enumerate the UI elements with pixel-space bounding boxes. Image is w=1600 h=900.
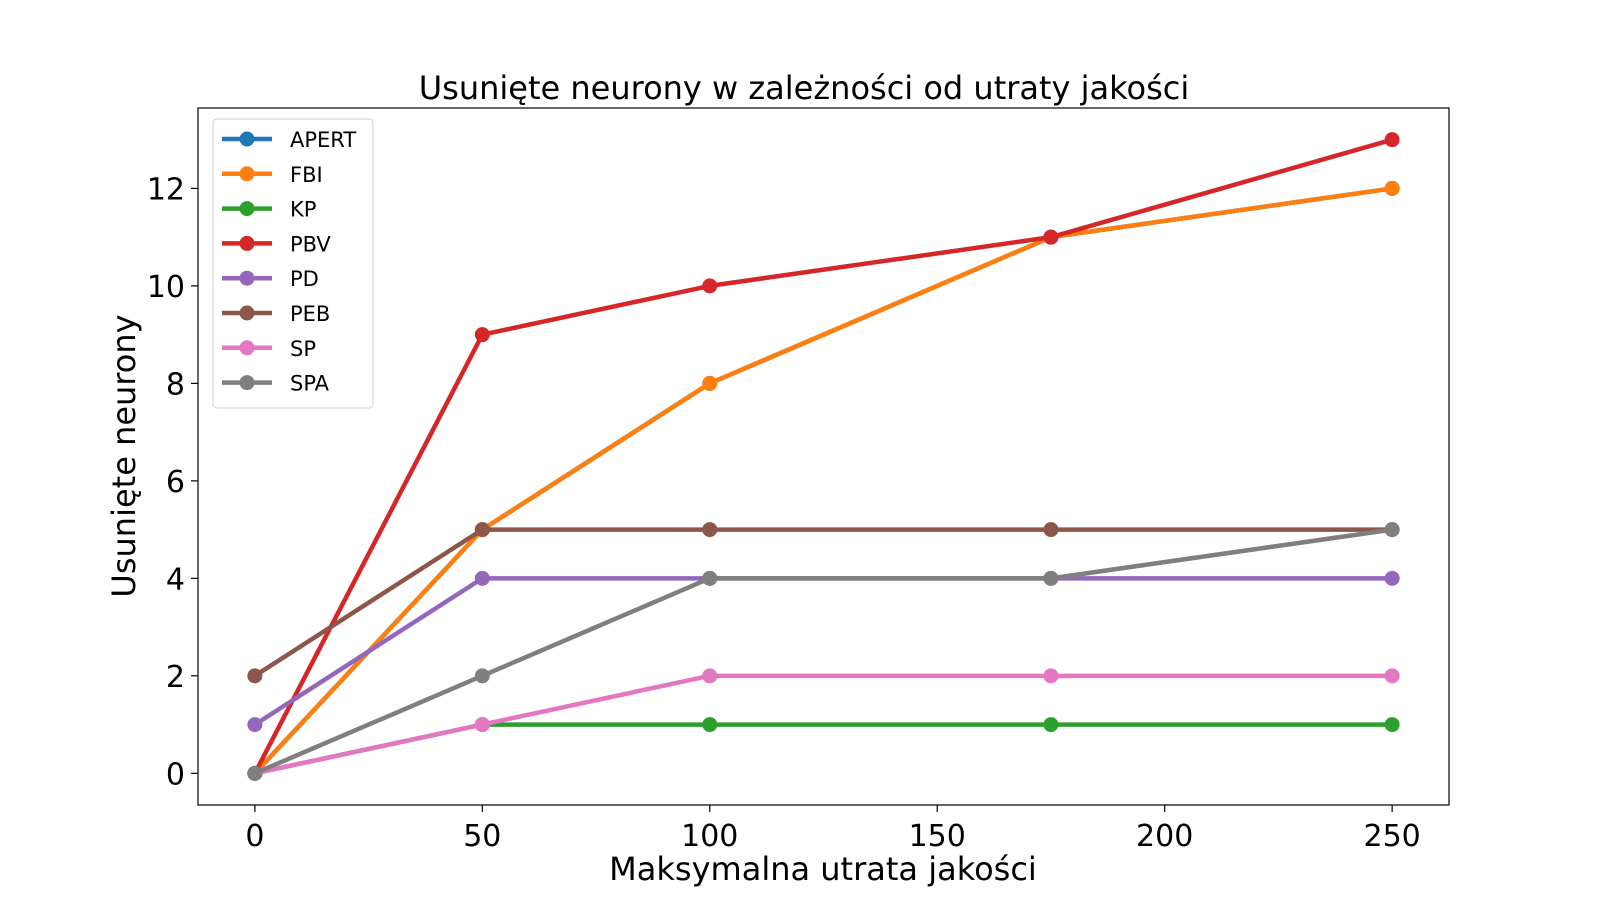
chart-title: Usunięte neurony w zależności od utraty … bbox=[419, 69, 1190, 107]
legend-label-apert: APERT bbox=[290, 128, 356, 152]
data-point-peb-0 bbox=[247, 668, 263, 684]
legend-marker-fbi bbox=[239, 166, 255, 182]
legend-label-peb: PEB bbox=[290, 302, 330, 326]
legend-marker-pd bbox=[239, 270, 255, 286]
legend: APERT FBI KP PBV PD PEB SP SPA bbox=[212, 118, 374, 409]
data-point-spa-0 bbox=[247, 765, 263, 781]
data-point-fbi-4 bbox=[1384, 180, 1400, 196]
data-point-sp-4 bbox=[1384, 668, 1400, 684]
legend-marker-pbv bbox=[239, 235, 255, 251]
data-point-pbv-1 bbox=[474, 327, 490, 343]
data-point-sp-2 bbox=[702, 668, 718, 684]
data-point-kp-2 bbox=[702, 717, 718, 733]
y-tick-label: 12 bbox=[147, 172, 185, 207]
y-tick-label: 4 bbox=[166, 562, 185, 597]
x-axis: 0 50 100 150 200 250 bbox=[245, 805, 1421, 854]
data-point-pbv-4 bbox=[1384, 132, 1400, 148]
series-line-pbv bbox=[252, 137, 1393, 775]
plot-area bbox=[247, 132, 1400, 781]
legend-label-fbi: FBI bbox=[290, 163, 323, 187]
x-tick-label: 0 bbox=[245, 819, 264, 854]
legend-item-pbv: PBV bbox=[222, 232, 331, 256]
legend-item-apert: APERT bbox=[222, 128, 356, 152]
x-axis-title: Maksymalna utrata jakości bbox=[609, 850, 1037, 888]
y-tick-label: 6 bbox=[166, 465, 185, 500]
data-point-sp-1 bbox=[474, 717, 490, 733]
legend-item-fbi: FBI bbox=[222, 163, 323, 187]
data-point-spa-3 bbox=[1043, 570, 1059, 586]
x-tick-label: 100 bbox=[681, 819, 738, 854]
data-point-spa-4 bbox=[1384, 522, 1400, 538]
legend-item-kp: KP bbox=[222, 198, 316, 222]
legend-label-pbv: PBV bbox=[290, 232, 331, 256]
legend-marker-peb bbox=[239, 305, 255, 321]
data-point-pbv-3 bbox=[1043, 229, 1059, 245]
data-point-kp-4 bbox=[1384, 717, 1400, 733]
legend-item-sp: SP bbox=[222, 337, 316, 361]
series-spa bbox=[247, 522, 1400, 781]
legend-item-spa: SPA bbox=[222, 372, 330, 396]
legend-marker-spa bbox=[239, 375, 255, 391]
legend-marker-apert bbox=[239, 131, 255, 147]
legend-marker-sp bbox=[239, 340, 255, 356]
series-line-fbi bbox=[253, 186, 1393, 775]
data-point-spa-1 bbox=[474, 668, 490, 684]
series-line-peb bbox=[253, 527, 1393, 678]
series-line-apert bbox=[253, 186, 1393, 775]
data-point-fbi-2 bbox=[702, 375, 718, 391]
legend-label-spa: SPA bbox=[290, 372, 330, 396]
legend-label-pd: PD bbox=[290, 267, 319, 291]
series-line-kp bbox=[254, 722, 1393, 776]
legend-label-kp: KP bbox=[290, 198, 316, 222]
series-pbv bbox=[247, 132, 1400, 781]
data-point-pd-1 bbox=[474, 570, 490, 586]
y-tick-label: 10 bbox=[147, 270, 185, 305]
x-tick-label: 200 bbox=[1136, 819, 1193, 854]
y-axis-title: Usunięte neurony bbox=[105, 314, 143, 597]
data-point-pd-4 bbox=[1384, 570, 1400, 586]
data-point-pd-0 bbox=[247, 717, 263, 733]
x-tick-label: 150 bbox=[909, 819, 966, 854]
y-tick-label: 8 bbox=[166, 367, 185, 402]
legend-frame bbox=[212, 118, 374, 409]
data-point-peb-3 bbox=[1043, 522, 1059, 538]
y-tick-label: 0 bbox=[166, 757, 185, 792]
legend-marker-kp bbox=[239, 201, 255, 217]
x-tick-label: 50 bbox=[463, 819, 501, 854]
y-tick-label: 2 bbox=[166, 660, 185, 695]
plot-frame bbox=[197, 107, 1450, 806]
data-point-pbv-2 bbox=[702, 278, 718, 294]
series-kp bbox=[247, 717, 1400, 781]
y-axis: 0 2 4 6 8 10 12 bbox=[147, 172, 198, 792]
data-point-peb-2 bbox=[702, 522, 718, 538]
legend-label-sp: SP bbox=[290, 337, 316, 361]
legend-item-peb: PEB bbox=[222, 302, 330, 326]
series-peb bbox=[247, 522, 1400, 684]
legend-item-pd: PD bbox=[222, 267, 319, 291]
data-point-sp-3 bbox=[1043, 668, 1059, 684]
x-tick-label: 250 bbox=[1364, 819, 1421, 854]
data-point-spa-2 bbox=[702, 570, 718, 586]
data-point-kp-3 bbox=[1043, 717, 1059, 733]
data-point-peb-1 bbox=[474, 522, 490, 538]
